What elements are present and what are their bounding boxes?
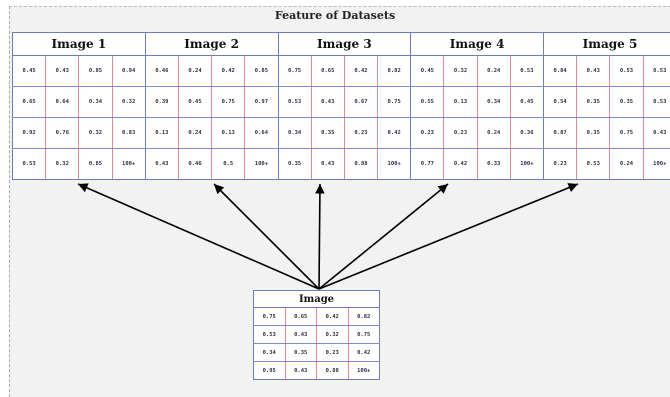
query-feature-cell: 0.23 bbox=[317, 344, 349, 362]
query-feature-cell: 0.34 bbox=[254, 344, 286, 362]
query-feature-cell: 0.88 bbox=[317, 362, 349, 380]
query-feature-cell: 0.53 bbox=[254, 326, 286, 344]
arrow-to-image-5 bbox=[319, 184, 578, 289]
query-feature-cell: 100+ bbox=[348, 362, 380, 380]
query-feature-cell: 0.43 bbox=[285, 362, 317, 380]
arrow-to-image-1 bbox=[78, 184, 319, 289]
query-feature-cell: 0.75 bbox=[348, 326, 380, 344]
query-feature-cell: 0.35 bbox=[285, 344, 317, 362]
query-feature-cell: 0.95 bbox=[254, 362, 286, 380]
query-feature-cell: 0.82 bbox=[348, 308, 380, 326]
arrow-to-image-2 bbox=[214, 184, 319, 289]
arrow-to-image-3 bbox=[319, 184, 320, 289]
arrow-to-image-4 bbox=[319, 184, 448, 289]
query-feature-cell: 0.43 bbox=[285, 326, 317, 344]
query-image-label: Image bbox=[254, 291, 380, 308]
query-feature-cell: 0.32 bbox=[317, 326, 349, 344]
query-feature-cell: 0.75 bbox=[254, 308, 286, 326]
query-feature-cell: 0.42 bbox=[317, 308, 349, 326]
query-feature-cell: 0.65 bbox=[285, 308, 317, 326]
query-feature-cell: 0.42 bbox=[348, 344, 380, 362]
